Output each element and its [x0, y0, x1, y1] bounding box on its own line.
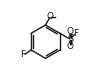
Text: O: O	[67, 42, 74, 51]
Text: O: O	[47, 12, 54, 21]
Text: F: F	[20, 50, 26, 59]
Text: S: S	[67, 34, 73, 44]
Text: F: F	[73, 29, 78, 38]
Text: O: O	[67, 26, 74, 36]
